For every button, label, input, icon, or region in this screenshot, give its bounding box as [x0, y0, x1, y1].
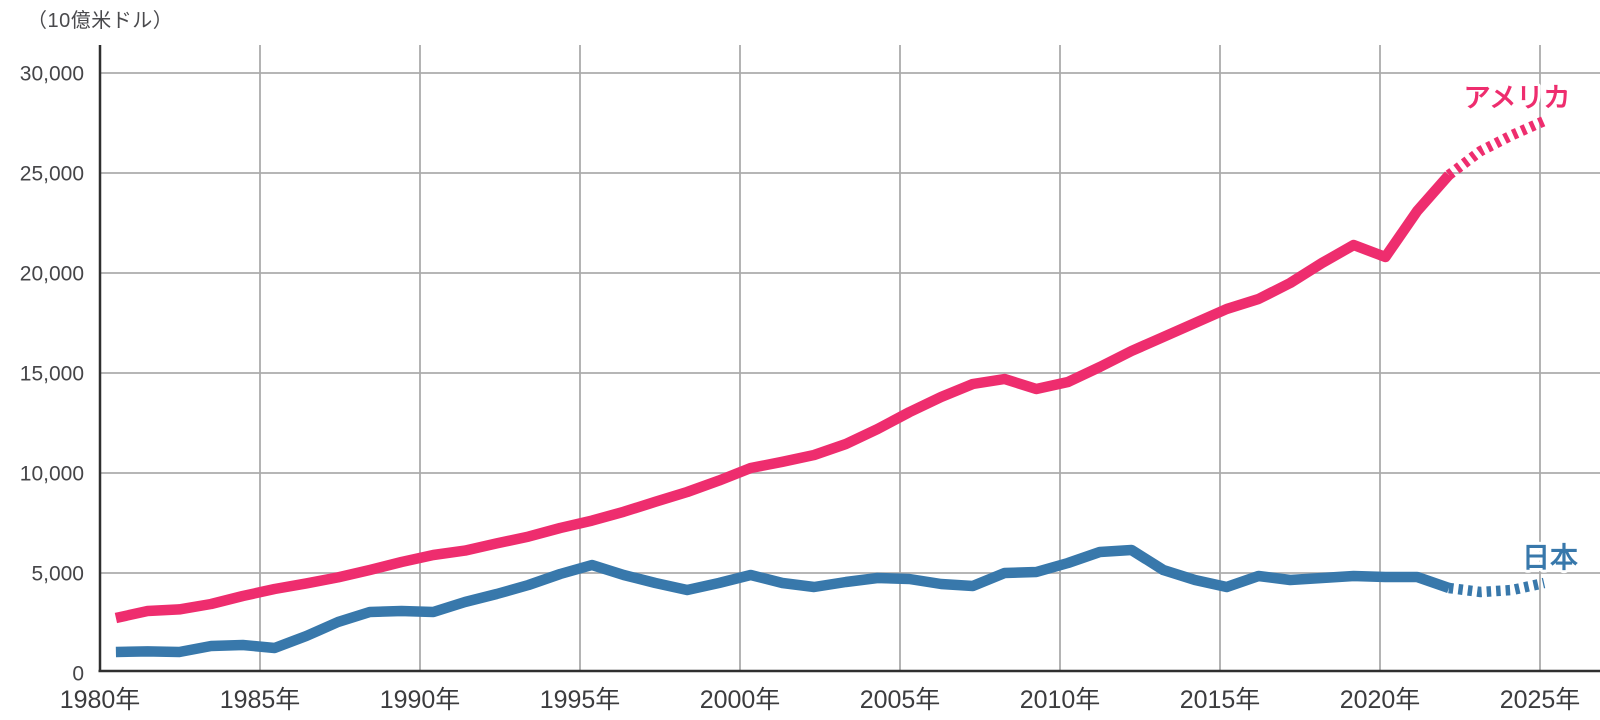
x-axis-tick-label: 2005年: [860, 686, 941, 714]
y-axis-tick-label: 5,000: [31, 563, 84, 586]
x-axis-tick-label: 2010年: [1020, 686, 1101, 714]
data-lines: [114, 116, 1547, 658]
tick-labels: 30,000 25,000 20,000 15,000 10,000 5,000 01980…: [20, 63, 1581, 715]
x-axis-tick-label: 2025年: [1500, 686, 1581, 714]
japan-line-solid: [115, 544, 1451, 658]
x-axis-tick-label: 2000年: [700, 686, 781, 714]
x-axis-tick-label: 1985年: [220, 686, 301, 714]
x-axis-tick-label: 1990年: [380, 686, 461, 714]
y-axis-tick-label: 20,000: [20, 263, 84, 286]
usa-series-label: アメリカ: [1464, 83, 1571, 113]
x-axis-tick-label: 1980年: [60, 686, 141, 714]
y-axis-tick-label: 25,000: [20, 163, 84, 186]
japan-series-label: 日本: [1522, 542, 1578, 573]
x-axis-tick-label: 2015年: [1180, 686, 1261, 714]
y-axis-tick-label: 30,000: [20, 63, 84, 86]
y-axis-tick-label: 10,000: [20, 463, 84, 486]
axes: [98, 45, 1600, 673]
usa-line-projection-dashed: [1445, 116, 1547, 180]
japan-line-projection-dashed: [1448, 577, 1546, 598]
x-axis-tick-label: 2020年: [1340, 686, 1421, 714]
usa-line-solid: [114, 171, 1453, 624]
y-axis-tick-label: 0: [72, 663, 84, 686]
x-axis-tick-label: 1995年: [540, 686, 621, 714]
y-axis-tick-label: 15,000: [20, 363, 84, 386]
axis-unit-label: （10億米ドル）: [27, 10, 174, 32]
